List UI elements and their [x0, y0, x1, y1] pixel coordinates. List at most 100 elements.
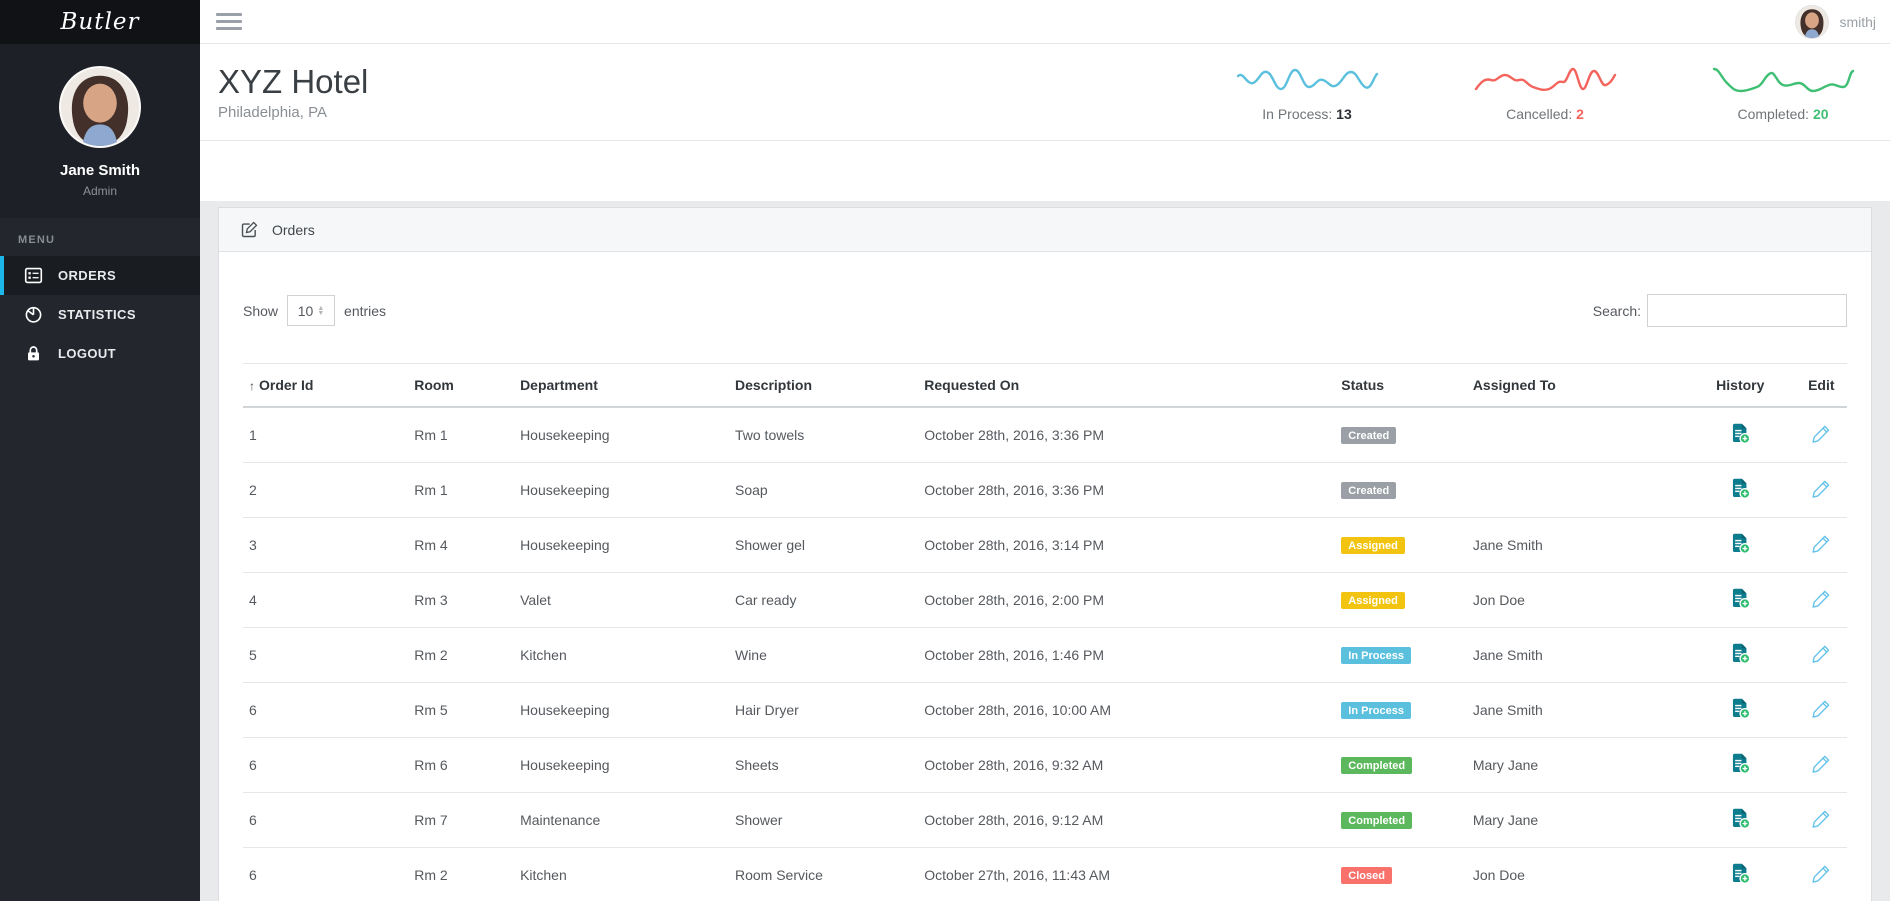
sidebar-item-label: STATISTICS: [58, 307, 136, 322]
cell-requested-on: October 28th, 2016, 10:00 AM: [918, 682, 1336, 738]
sidebar-item-logout[interactable]: LOGOUT: [0, 334, 200, 373]
header-spacer: [200, 141, 1890, 201]
cell-status: Created: [1335, 462, 1467, 518]
menu-section-label: MENU: [18, 234, 56, 246]
edit-pencil-icon[interactable]: [1811, 479, 1831, 499]
cell-order-id: 2: [243, 462, 409, 518]
table-row: 1 Rm 1 Housekeeping Two towels October 2…: [243, 407, 1847, 463]
column-header-status[interactable]: Status: [1335, 363, 1467, 408]
edit-pencil-icon[interactable]: [1811, 754, 1831, 774]
pie-chart-icon: [24, 305, 43, 324]
spinner-arrows-icon: ▲ ▼: [317, 304, 325, 317]
history-file-plus-icon[interactable]: [1729, 862, 1752, 885]
sidebar-item-label: ORDERS: [58, 268, 117, 283]
hotel-info: XYZ Hotel Philadelphia, PA: [218, 63, 368, 121]
cell-assigned-to: Jon Doe: [1466, 847, 1685, 901]
history-file-plus-icon[interactable]: [1729, 532, 1752, 555]
cell-order-id: 6: [243, 682, 409, 738]
cell-assigned-to: Jane Smith: [1466, 627, 1685, 683]
edit-pencil-icon[interactable]: [1811, 589, 1831, 609]
history-file-plus-icon[interactable]: [1729, 807, 1752, 830]
cell-history: [1684, 517, 1796, 573]
cell-requested-on: October 28th, 2016, 9:32 AM: [918, 737, 1336, 793]
cell-order-id: 4: [243, 572, 409, 628]
edit-pencil-icon[interactable]: [1811, 864, 1831, 884]
cell-order-id: 6: [243, 737, 409, 793]
cell-description: Shower: [728, 792, 919, 848]
cell-status: In Process: [1335, 682, 1467, 738]
cell-status: Created: [1335, 407, 1467, 463]
history-file-plus-icon[interactable]: [1729, 697, 1752, 720]
edit-pencil-icon[interactable]: [1811, 644, 1831, 664]
page-size-select[interactable]: 10 ▲ ▼: [287, 295, 336, 326]
cell-department: Housekeeping: [514, 737, 729, 793]
profile-name: Jane Smith: [59, 162, 141, 179]
cell-edit: [1795, 627, 1847, 683]
cell-department: Housekeeping: [514, 517, 729, 573]
page-size-value: 10: [297, 302, 314, 319]
show-label: Show: [243, 302, 279, 319]
cell-room: Rm 2: [408, 847, 515, 901]
edit-pencil-icon[interactable]: [1811, 534, 1831, 554]
sidebar-item-orders[interactable]: ORDERS: [0, 256, 200, 295]
hotel-location: Philadelphia, PA: [218, 103, 327, 121]
history-file-plus-icon[interactable]: [1729, 642, 1752, 665]
cell-edit: [1795, 792, 1847, 848]
cell-order-id: 5: [243, 627, 409, 683]
status-badge: Completed: [1341, 757, 1413, 774]
column-header-room[interactable]: Room: [408, 363, 515, 408]
column-header-order-id[interactable]: ↑ Order Id: [243, 363, 409, 408]
cell-department: Housekeeping: [514, 462, 729, 518]
topbar-user[interactable]: smithj: [1795, 4, 1876, 39]
column-header-department[interactable]: Department: [514, 363, 729, 408]
cell-requested-on: October 28th, 2016, 3:36 PM: [918, 407, 1336, 463]
cell-requested-on: October 28th, 2016, 2:00 PM: [918, 572, 1336, 628]
sidebar-item-statistics[interactable]: STATISTICS: [0, 295, 200, 334]
cell-room: Rm 1: [408, 407, 515, 463]
cell-requested-on: October 27th, 2016, 11:43 AM: [918, 847, 1336, 901]
stat-cancelled: Cancelled: 2: [1472, 62, 1618, 122]
edit-pencil-icon[interactable]: [1811, 809, 1831, 829]
column-header-requested-on[interactable]: Requested On: [918, 363, 1336, 408]
search-input[interactable]: [1647, 294, 1847, 327]
edit-square-icon: [241, 221, 258, 238]
cell-description: Two towels: [728, 407, 919, 463]
cell-order-id: 6: [243, 847, 409, 901]
page-header: XYZ Hotel Philadelphia, PA In Process: 1…: [200, 44, 1890, 141]
edit-pencil-icon[interactable]: [1811, 699, 1831, 719]
history-file-plus-icon[interactable]: [1729, 422, 1752, 445]
cell-room: Rm 7: [408, 792, 515, 848]
stat-label: Cancelled: 2: [1506, 106, 1584, 122]
column-header-edit[interactable]: Edit: [1795, 363, 1847, 408]
edit-pencil-icon[interactable]: [1811, 424, 1831, 444]
column-header-history[interactable]: History: [1684, 363, 1796, 408]
cell-order-id: 1: [243, 407, 409, 463]
column-header-assigned-to[interactable]: Assigned To: [1466, 363, 1685, 408]
sidebar-profile: Jane Smith Admin: [0, 44, 200, 218]
status-badge: Closed: [1341, 867, 1392, 884]
table-row: 6 Rm 5 Housekeeping Hair Dryer October 2…: [243, 682, 1847, 738]
orders-panel-header: Orders: [219, 208, 1871, 252]
cell-edit: [1795, 572, 1847, 628]
sidebar-item-label: LOGOUT: [58, 346, 117, 361]
cell-history: [1684, 792, 1796, 848]
cell-history: [1684, 407, 1796, 463]
history-file-plus-icon[interactable]: [1729, 477, 1752, 500]
cell-requested-on: October 28th, 2016, 3:36 PM: [918, 462, 1336, 518]
cell-status: Assigned: [1335, 572, 1467, 628]
history-file-plus-icon[interactable]: [1729, 587, 1752, 610]
stat-label: In Process: 13: [1262, 106, 1352, 122]
profile-avatar: [59, 66, 141, 148]
status-badge: Created: [1341, 482, 1397, 499]
stat-value: 2: [1576, 106, 1584, 122]
cell-description: Wine: [728, 627, 919, 683]
stat-in-process: In Process: 13: [1234, 62, 1380, 122]
history-file-plus-icon[interactable]: [1729, 752, 1752, 775]
stat-completed: Completed: 20: [1710, 62, 1856, 122]
app-logo-text: Butler: [60, 9, 140, 35]
column-header-description[interactable]: Description: [728, 363, 919, 408]
cell-status: Assigned: [1335, 517, 1467, 573]
hamburger-menu-icon[interactable]: [216, 9, 242, 34]
cell-requested-on: October 28th, 2016, 1:46 PM: [918, 627, 1336, 683]
table-header-row: ↑ Order Id Room Department Description Re…: [243, 363, 1847, 408]
